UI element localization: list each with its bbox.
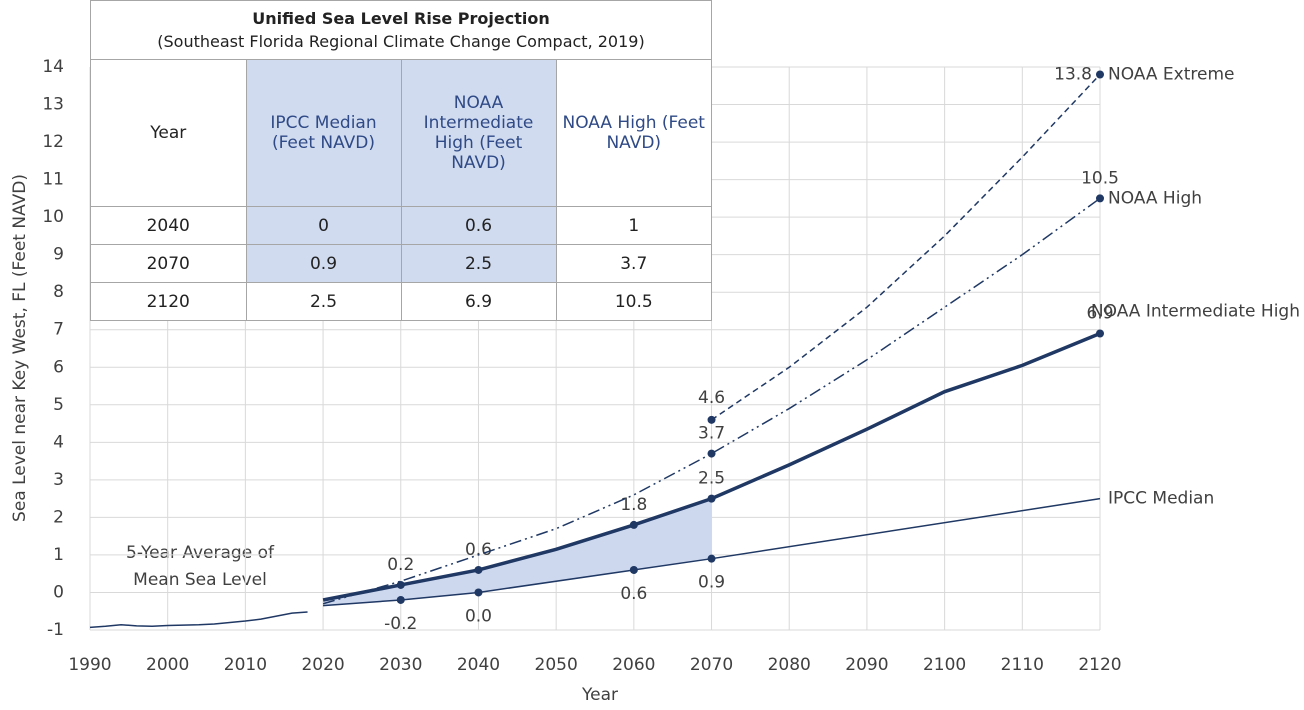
projection-table: Unified Sea Level Rise Projection (South… — [90, 0, 712, 321]
data-label: 0.6 — [465, 540, 492, 560]
y-tick-label: 14 — [42, 57, 64, 77]
y-tick-label: 4 — [53, 432, 64, 452]
x-tick-label: 2010 — [224, 655, 267, 675]
y-tick-label: -1 — [47, 620, 64, 640]
y-tick-label: 0 — [53, 582, 64, 602]
data-point — [474, 588, 483, 597]
header-cell: NOAA Intermediate High (Feet NAVD) — [400, 60, 557, 207]
series-line — [89, 611, 308, 629]
cell: 2.5 — [400, 244, 557, 283]
y-tick-label: 7 — [53, 320, 64, 340]
x-tick-label: 2090 — [845, 655, 888, 675]
data-point — [707, 494, 716, 503]
data-label: 0.9 — [698, 573, 725, 593]
x-tick-label: 2020 — [301, 655, 344, 675]
data-point — [396, 595, 405, 604]
shaded-area — [323, 498, 712, 606]
table-subtitle: (Southeast Florida Regional Climate Chan… — [91, 28, 711, 60]
data-point — [474, 565, 483, 574]
series-line — [322, 197, 1101, 605]
series-line — [323, 497, 1101, 607]
y-tick-label: 3 — [53, 470, 64, 490]
data-label: 0.6 — [620, 584, 647, 604]
x-tick-label: 2040 — [457, 655, 500, 675]
header-cell: IPCC Median (Feet NAVD) — [245, 60, 402, 207]
table: Year IPCC Median (Feet NAVD) NOAA Interm… — [91, 60, 711, 320]
series-line — [711, 73, 1101, 421]
y-tick-label: 1 — [53, 545, 64, 565]
data-point — [707, 415, 716, 424]
x-tick-label: 2000 — [146, 655, 189, 675]
cell: 0.6 — [400, 206, 557, 245]
data-label: 4.6 — [698, 388, 725, 408]
x-tick-label: 2100 — [923, 655, 966, 675]
cell: 2040 — [91, 206, 247, 245]
y-tick-label: 12 — [42, 132, 64, 152]
y-tick-label: 2 — [53, 507, 64, 527]
data-point — [1096, 194, 1104, 203]
header-cell: Year — [91, 60, 247, 207]
x-tick-label: 2110 — [1001, 655, 1044, 675]
x-tick-label: 2080 — [768, 655, 811, 675]
series-label: NOAA Extreme — [1108, 65, 1235, 85]
series-label: NOAA High — [1108, 188, 1202, 208]
cell: 6.9 — [400, 282, 557, 320]
data-point — [629, 520, 638, 529]
header-cell: NOAA High (Feet NAVD) — [555, 60, 711, 207]
y-tick-label: 8 — [53, 282, 64, 302]
data-point — [1096, 329, 1104, 338]
y-tick-label: 6 — [53, 357, 64, 377]
y-tick-label: 11 — [42, 170, 64, 190]
data-point — [707, 554, 716, 563]
x-tick-label: 1990 — [68, 655, 111, 675]
data-label: 2.5 — [698, 469, 725, 489]
data-point — [629, 565, 638, 574]
y-tick-label: 9 — [53, 245, 64, 265]
x-tick-label: 2070 — [690, 655, 733, 675]
x-tick-label: 2120 — [1078, 655, 1121, 675]
data-label: 1.8 — [620, 495, 647, 515]
y-tick-label: 13 — [42, 95, 64, 115]
y-axis-title: Sea Level near Key West, FL (Feet NAVD) — [10, 174, 30, 522]
data-label: 3.7 — [698, 424, 725, 444]
data-label: -0.2 — [384, 614, 417, 634]
data-point — [707, 449, 716, 458]
data-point — [396, 580, 405, 589]
series-label: IPCC Median — [1108, 489, 1214, 509]
y-tick-label: 5 — [53, 395, 64, 415]
annotation: Mean Sea Level — [133, 570, 267, 590]
data-label: 6.9 — [1086, 303, 1113, 323]
cell: 0 — [245, 206, 402, 245]
cell: 3.7 — [555, 244, 711, 283]
cell: 2.5 — [245, 282, 402, 320]
x-axis-title: Year — [581, 685, 618, 705]
y-tick-label: 10 — [42, 207, 64, 227]
cell: 2070 — [91, 244, 247, 283]
data-label: 10.5 — [1081, 168, 1119, 188]
annotation: 5-Year Average of — [126, 543, 275, 563]
x-tick-label: 2060 — [612, 655, 655, 675]
data-label: 0.0 — [465, 606, 492, 626]
series-label: NOAA Intermediate High — [1091, 301, 1300, 321]
x-tick-label: 2030 — [379, 655, 422, 675]
table-title: Unified Sea Level Rise Projection — [252, 9, 550, 28]
data-label: 0.2 — [387, 555, 414, 575]
cell: 1 — [555, 206, 711, 245]
cell: 0.9 — [245, 244, 402, 283]
data-label: 13.8 — [1054, 65, 1092, 85]
cell: 10.5 — [555, 282, 711, 320]
cell: 2120 — [91, 282, 247, 320]
x-tick-label: 2050 — [535, 655, 578, 675]
data-point — [1096, 70, 1104, 79]
